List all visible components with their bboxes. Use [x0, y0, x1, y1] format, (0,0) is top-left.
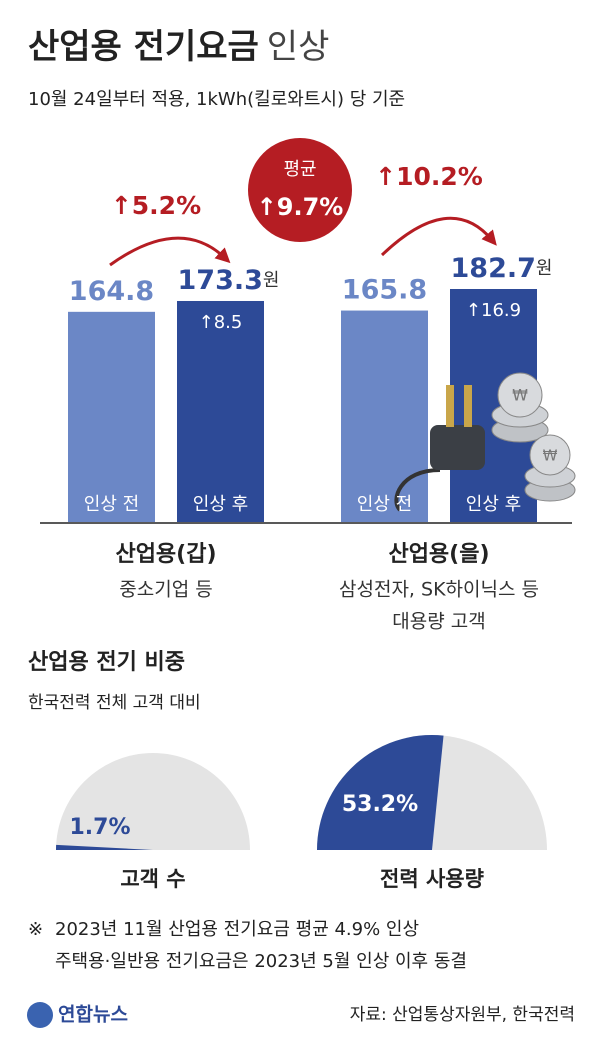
- bar: [177, 300, 264, 522]
- average-value: ↑9.7%: [257, 193, 344, 221]
- average-badge: [248, 138, 352, 242]
- bar: [341, 310, 428, 522]
- title-suffix: 인상: [267, 27, 330, 67]
- svg-text:₩: ₩: [543, 447, 558, 465]
- value-label: 173.3원: [178, 264, 280, 295]
- change-label: ↑5.2%: [111, 191, 201, 220]
- bar: [68, 311, 155, 522]
- value: 173.3: [178, 264, 263, 295]
- category-label: 산업용(갑): [115, 542, 216, 567]
- bar-series-label: 인상 후: [466, 494, 521, 515]
- value: 182.7: [451, 253, 536, 284]
- note-mark: ※: [28, 919, 43, 940]
- unit: 원: [536, 258, 553, 279]
- increase-label: ↑16.9: [466, 300, 521, 321]
- svg-text:₩: ₩: [512, 386, 528, 405]
- title: 산업용 전기요금 인상: [28, 27, 329, 67]
- note: 2023년 11월 산업용 전기요금 평균 4.9% 인상: [55, 919, 419, 940]
- gauge-value: 1.7%: [69, 815, 130, 840]
- logo: 연합뉴스: [58, 1004, 128, 1026]
- gauge-value: 53.2%: [342, 792, 418, 817]
- category-note: 대용량 고객: [392, 611, 485, 633]
- category-note: 삼성전자, SK하이닉스 등: [339, 579, 539, 601]
- value-label: 165.8: [342, 274, 427, 305]
- average-label: 평균: [283, 159, 316, 180]
- value: 164.8: [69, 275, 154, 306]
- source: 자료: 산업통상자원부, 한국전력: [350, 1005, 575, 1025]
- bar-series-label: 인상 후: [193, 494, 248, 515]
- change-label: ↑10.2%: [375, 162, 483, 191]
- title-main: 산업용 전기요금: [28, 27, 259, 67]
- category-label: 산업용(을): [388, 542, 489, 567]
- increase-label: ↑8.5: [199, 312, 243, 333]
- subtitle: 10월 24일부터 적용, 1kWh(킬로와트시) 당 기준: [28, 89, 405, 110]
- gauge-title: 산업용 전기 비중: [28, 650, 185, 675]
- plug-illustration: ₩ ₩: [394, 372, 576, 512]
- unit: 원: [263, 270, 280, 291]
- change-arrow: [109, 236, 231, 267]
- gauge-fill: [317, 734, 444, 850]
- value: 165.8: [342, 274, 427, 305]
- value-label: 182.7원: [451, 253, 553, 284]
- gauge-fill: [56, 844, 153, 850]
- note: 주택용·일반용 전기요금은 2023년 5월 인상 이후 동결: [55, 951, 467, 972]
- gauge-label: 전력 사용량: [380, 867, 484, 891]
- gauge-track: [56, 753, 250, 850]
- gauge-label: 고객 수: [120, 867, 185, 891]
- change-arrow: [380, 216, 497, 257]
- value-label: 164.8: [69, 275, 154, 306]
- bar-series-label: 인상 전: [84, 494, 139, 515]
- category-note: 중소기업 등: [119, 579, 212, 601]
- gauge-subtitle: 한국전력 전체 고객 대비: [28, 693, 201, 713]
- bar-series-label: 인상 전: [357, 494, 412, 515]
- logo-icon: [27, 1002, 53, 1028]
